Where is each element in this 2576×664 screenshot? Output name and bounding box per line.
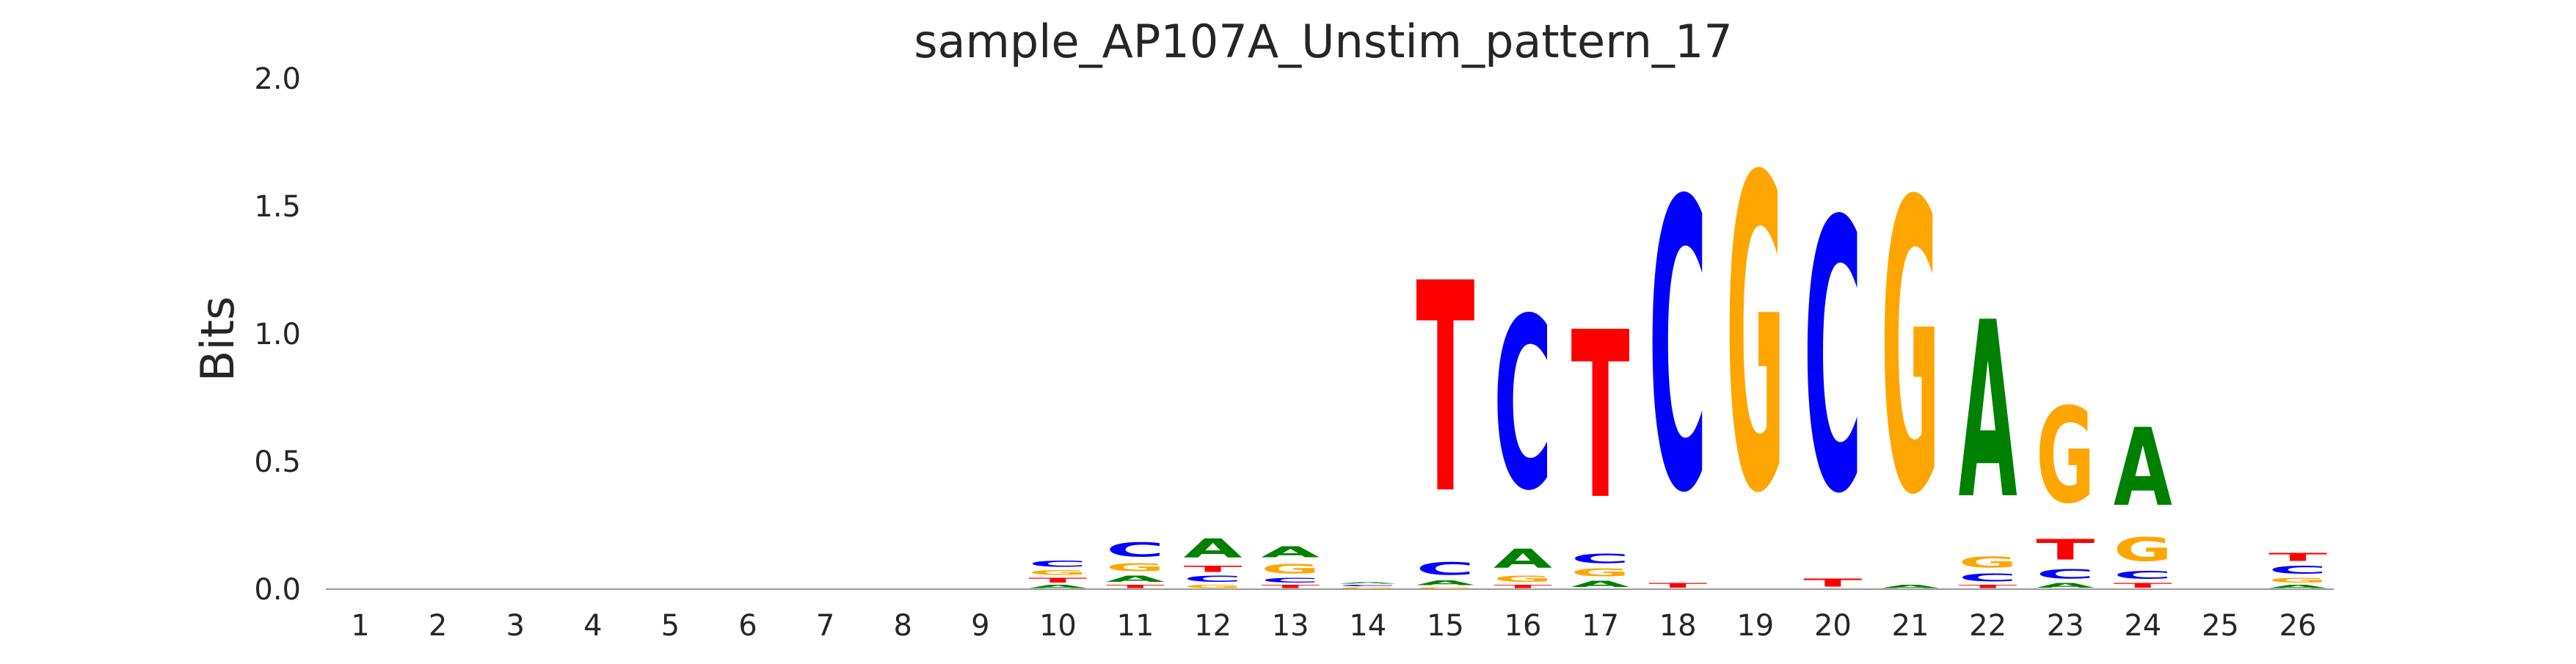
- logo-letter-g: G: [1881, 118, 1940, 583]
- x-tick-label: 7: [816, 609, 834, 643]
- logo-letter-a: A: [1959, 271, 2017, 553]
- logo-letter-g: G: [2036, 381, 2095, 533]
- logo-letter-g: G: [1959, 553, 2017, 571]
- logo-letter-t: T: [1416, 223, 1475, 558]
- logo-letter-a: A: [1493, 544, 1552, 574]
- x-tick-label: 14: [1349, 609, 1386, 643]
- logo-letter-a: A: [2036, 582, 2095, 589]
- logo-letter-t: T: [2114, 582, 2172, 589]
- logo-letter-c: C: [1261, 577, 1320, 584]
- logo-letter-c: C: [1339, 584, 1397, 586]
- x-tick-label: 22: [1969, 609, 2006, 643]
- y-tick-label: 0.5: [254, 445, 301, 479]
- logo-letter-a: A: [1881, 584, 1940, 589]
- x-tick-label: 13: [1272, 609, 1309, 643]
- x-tick-label: 24: [2124, 609, 2161, 643]
- logo-letter-g: G: [1571, 566, 1630, 579]
- logo-letter-c: C: [1803, 145, 1862, 576]
- y-tick-label: 2.0: [254, 62, 301, 96]
- logo-letter-t: T: [2268, 551, 2327, 563]
- x-tick-label: 11: [1117, 609, 1154, 643]
- logo-letter-g: G: [1339, 587, 1397, 589]
- x-tick-label: 19: [1736, 609, 1774, 643]
- x-tick-label: 25: [2202, 609, 2239, 643]
- logo-letter-t: T: [1028, 577, 1087, 584]
- logo-letter-g: G: [1726, 88, 1785, 588]
- logo-letter-a: A: [2268, 584, 2327, 589]
- x-tick-label: 9: [971, 609, 989, 643]
- logo-letter-g: G: [1493, 574, 1552, 584]
- logo-letter-a: A: [1261, 543, 1320, 561]
- y-tick-labels: 0.0 0.5 1.0 1.5 2.0: [254, 62, 301, 607]
- x-tick-labels: 1 2 3 4 5 6 7 8 9 10 11 12 13 14 15 16 17 18 19 20 21 22 23 24 2…: [351, 609, 2316, 643]
- logo-letter-t: T: [1493, 584, 1553, 589]
- y-axis-label: Bits: [191, 296, 244, 382]
- logo-letter-g: G: [1028, 569, 1087, 576]
- logo-letter-t: T: [1648, 582, 1707, 589]
- logo-letter-c: C: [1493, 268, 1552, 543]
- logo-letter-a: A: [1184, 533, 1242, 564]
- y-tick-label: 1.5: [254, 190, 301, 224]
- logo-letter-c: C: [2268, 563, 2327, 576]
- logo-letter-c: C: [2036, 566, 2095, 582]
- logo-letter-c: C: [1106, 538, 1165, 561]
- x-tick-label: 5: [661, 609, 680, 643]
- logo-letter-t: T: [2036, 533, 2095, 566]
- x-tick-label: 18: [1659, 609, 1697, 643]
- logo-letter-c: C: [2114, 569, 2172, 581]
- x-tick-label: 12: [1194, 609, 1231, 643]
- x-tick-label: 20: [1814, 609, 1852, 643]
- logo-letter-g: G: [1261, 561, 1320, 577]
- x-tick-label: 23: [2047, 609, 2084, 643]
- x-tick-label: 16: [1505, 609, 1542, 643]
- logo-letter-g: G: [1106, 561, 1165, 574]
- logo-letter-t: T: [1803, 577, 1862, 589]
- logo-letter-c: C: [1184, 574, 1242, 584]
- logo-letter-t: T: [1106, 584, 1165, 589]
- x-tick-label: 2: [429, 609, 447, 643]
- logo-letter-a: A: [1028, 584, 1087, 589]
- logo-letter-c: C: [1959, 572, 2017, 584]
- x-tick-label: 15: [1427, 609, 1464, 643]
- x-tick-label: 4: [583, 609, 602, 643]
- logo-letter-a: A: [1571, 579, 1630, 589]
- logo-letter-a: A: [1339, 582, 1398, 584]
- x-tick-label: 21: [1892, 609, 1929, 643]
- logo-letter-g: G: [2114, 530, 2172, 569]
- x-tick-label: 17: [1582, 609, 1619, 643]
- x-tick-label: 1: [351, 609, 369, 643]
- logo-letter-g: G: [1184, 584, 1242, 589]
- logo-letter-a: A: [1106, 574, 1165, 584]
- logo-letter-c: C: [1416, 558, 1474, 579]
- logo-letter-t: T: [1184, 563, 1242, 574]
- logo-letter-g: G: [2268, 577, 2327, 584]
- logo-letter-t: T: [1261, 584, 1320, 589]
- y-tick-label: 0.0: [254, 573, 301, 607]
- logo-letter-c: C: [1648, 119, 1707, 580]
- x-tick-label: 3: [506, 609, 524, 643]
- logo-letter-t: T: [1959, 584, 2018, 589]
- x-tick-label: 26: [2280, 609, 2317, 643]
- chart-title: sample_AP107A_Unstim_pattern_17: [914, 15, 1733, 68]
- logo-letter-a: A: [2114, 406, 2172, 530]
- x-tick-label: 6: [738, 609, 757, 643]
- logo-letter-g: G: [1416, 587, 1474, 589]
- x-tick-label: 8: [893, 609, 912, 643]
- logo-letter-c: C: [1571, 551, 1630, 566]
- logo-letter-t: T: [1571, 283, 1630, 550]
- logo-letter-a: A: [1416, 579, 1474, 586]
- y-tick-label: 1.0: [254, 318, 301, 351]
- x-tick-label: 10: [1039, 609, 1077, 643]
- logo-letter-c: C: [1028, 558, 1087, 569]
